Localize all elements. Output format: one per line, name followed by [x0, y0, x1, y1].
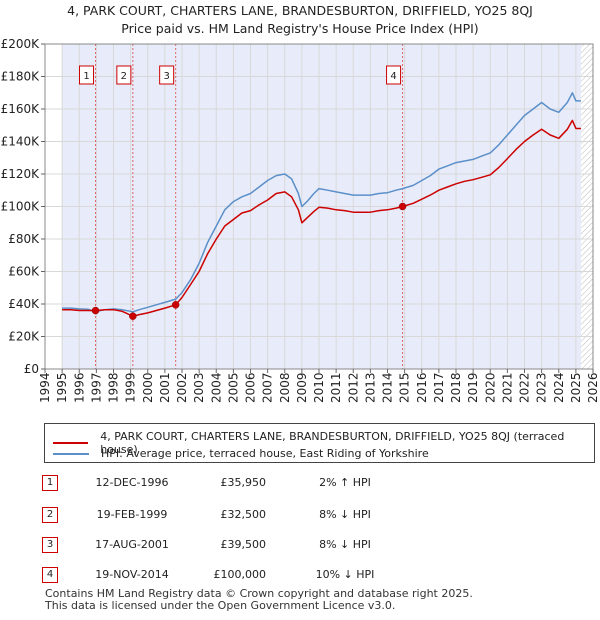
sale-number-badge: 2	[42, 507, 58, 523]
x-tick-label: 2016	[415, 372, 429, 403]
sale-price: £100,000	[213, 568, 267, 581]
sale-date: 19-FEB-1999	[96, 508, 168, 521]
x-tick-label: 2007	[261, 372, 275, 403]
chart-title-line1: 4, PARK COURT, CHARTERS LANE, BRANDESBUR…	[67, 3, 533, 18]
sale-marker-label: 2	[121, 71, 127, 82]
y-tick-label: £160K	[1, 102, 41, 116]
x-tick-label: 2010	[312, 372, 326, 403]
legend-price-label: 4, PARK COURT, CHARTERS LANE, BRANDESBUR…	[100, 430, 565, 456]
y-tick-label: £60K	[8, 265, 40, 279]
x-tick-label: 2006	[244, 372, 258, 403]
y-tick-label: £180K	[1, 70, 41, 84]
sale-point	[171, 301, 180, 309]
y-tick-label: £40K	[8, 297, 40, 311]
y-tick-label: £0	[24, 362, 39, 376]
x-tick-label: 2005	[226, 372, 240, 403]
sale-point	[91, 306, 100, 315]
sale-row: 2 19-FEB-1999 £32,500 8% ↓ HPI	[0, 504, 600, 526]
price-line	[62, 119, 581, 317]
y-tick-label: £80K	[8, 232, 40, 246]
sale-number-badge: 1	[42, 475, 58, 491]
footer-notice: Contains HM Land Registry data © Crown c…	[45, 588, 473, 612]
legend-price-swatch	[53, 442, 89, 444]
x-tick-label: 2021	[500, 372, 514, 403]
y-tick-label: £100K	[1, 200, 41, 214]
sale-hpi-diff: 10% ↓ HPI	[315, 568, 375, 581]
x-tick-label: 1994	[38, 372, 52, 403]
sale-point	[398, 202, 407, 211]
sale-marker-box	[116, 65, 132, 85]
x-tick-label: 2009	[295, 372, 309, 403]
legend-item-price: 4, PARK COURT, CHARTERS LANE, BRANDESBUR…	[53, 430, 594, 456]
x-tick-label: 2003	[192, 372, 206, 403]
x-tick-label: 2020	[483, 372, 497, 403]
sale-price: £39,500	[220, 538, 267, 551]
sale-marker-label: 1	[83, 71, 89, 82]
x-tick-label: 2011	[329, 372, 343, 403]
x-tick-label: 2014	[381, 372, 395, 403]
sale-marker-label: 3	[163, 71, 169, 82]
x-tick-label: 2004	[209, 372, 223, 403]
x-tick-label: 2008	[278, 372, 292, 403]
x-tick-label: 1995	[55, 372, 69, 403]
price-chart: 1 2 3 4 £0 £20K £40K £60K £80K £100K £120K £140K £16…	[1, 37, 600, 403]
legend-hpi-label: HPI: Average price, terraced house, East…	[101, 447, 429, 460]
sale-hpi-diff: 2% ↑ HPI	[319, 476, 371, 489]
x-tick-label: 2023	[535, 372, 549, 403]
x-tick-label: 2018	[449, 372, 463, 403]
sale-marker-box	[159, 65, 175, 85]
x-tick-label: 1998	[107, 372, 121, 403]
x-tick-label: 2024	[552, 372, 566, 403]
sale-row: 4 19-NOV-2014 £100,000 10% ↓ HPI	[0, 564, 600, 586]
y-tick-label: £140K	[1, 135, 41, 149]
x-tick-label: 1997	[89, 372, 103, 403]
sale-row: 1 12-DEC-1996 £35,950 2% ↑ HPI	[0, 472, 600, 494]
x-tick-label: 2002	[175, 372, 189, 403]
y-tick-label: £120K	[1, 167, 41, 181]
x-tick-label: 2001	[158, 372, 172, 403]
sale-price: £32,500	[220, 508, 267, 521]
sale-price: £35,950	[220, 476, 267, 489]
x-tick-label: 2000	[141, 372, 155, 403]
y-tick-label: £20K	[8, 330, 40, 344]
sale-row: 3 17-AUG-2001 £39,500 8% ↓ HPI	[0, 534, 600, 556]
x-tick-label: 1996	[72, 372, 86, 403]
x-tick-label: 2017	[432, 372, 446, 403]
sale-date: 17-AUG-2001	[95, 538, 169, 551]
x-tick-label: 2022	[518, 372, 532, 403]
chart-legend: 4, PARK COURT, CHARTERS LANE, BRANDESBUR…	[44, 423, 595, 463]
x-tick-label: 2013	[363, 372, 377, 403]
sale-date: 12-DEC-1996	[95, 476, 169, 489]
hpi-line	[62, 92, 581, 313]
footer-line1: Contains HM Land Registry data © Crown c…	[45, 587, 473, 600]
sale-number-badge: 4	[42, 567, 58, 583]
legend-hpi-swatch	[53, 452, 89, 455]
x-tick-label: 2019	[466, 372, 480, 403]
sale-marker-box	[79, 65, 95, 85]
sale-date: 19-NOV-2014	[95, 568, 169, 581]
sale-number-badge: 3	[42, 537, 58, 553]
sale-hpi-diff: 8% ↓ HPI	[319, 538, 371, 551]
x-tick-label: 2026	[586, 372, 600, 403]
x-tick-label: 2015	[398, 372, 412, 403]
sale-marker-label: 4	[390, 71, 396, 82]
chart-title-line2: Price paid vs. HM Land Registry's House …	[121, 21, 479, 36]
footer-line2: This data is licensed under the Open Gov…	[45, 599, 396, 612]
x-tick-label: 2012	[346, 372, 360, 403]
sale-hpi-diff: 8% ↓ HPI	[319, 508, 371, 521]
y-tick-label: £200K	[1, 37, 41, 51]
sale-point	[129, 312, 137, 320]
x-tick-label: 1999	[124, 372, 138, 403]
x-tick-label: 2025	[569, 372, 583, 403]
sale-marker-box	[386, 65, 402, 85]
legend-item-hpi: HPI: Average price, terraced house, East…	[53, 447, 429, 460]
